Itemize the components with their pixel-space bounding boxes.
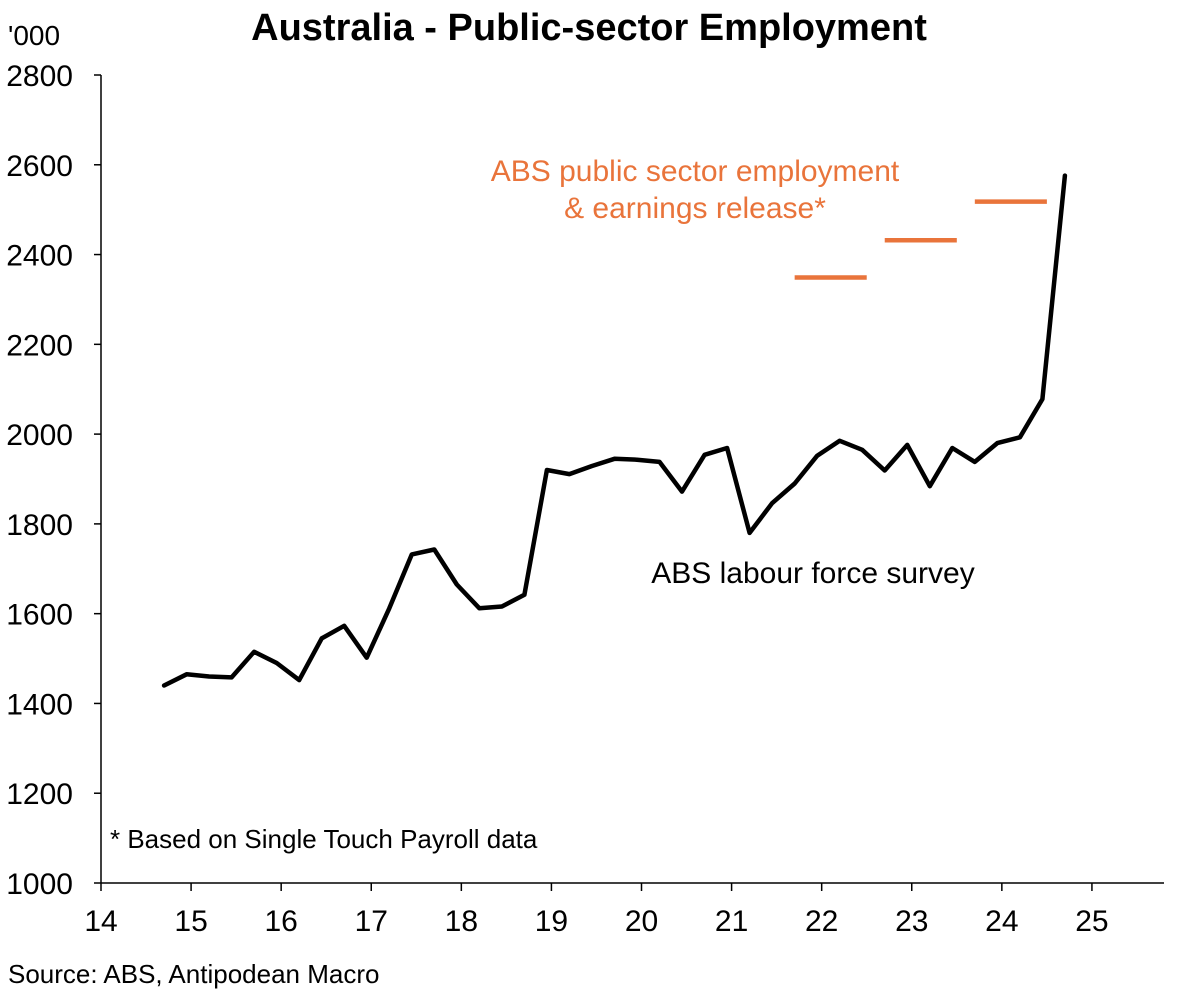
x-tick-label: 20 bbox=[625, 905, 658, 938]
series-layer bbox=[161, 173, 1068, 688]
y-tick-label: 2000 bbox=[6, 419, 73, 452]
x-tick-label: 24 bbox=[985, 905, 1018, 938]
y-tick-label: 1200 bbox=[6, 778, 73, 811]
x-tick-label: 23 bbox=[895, 905, 928, 938]
y-tick-label: 1800 bbox=[6, 509, 73, 542]
annotation-abs-labour-force-survey: ABS labour force survey bbox=[651, 557, 974, 590]
x-tick-label: 17 bbox=[355, 905, 388, 938]
series-line-labour-force-survey bbox=[161, 173, 1068, 688]
x-tick-label: 25 bbox=[1075, 905, 1108, 938]
y-tick-label: 2400 bbox=[6, 240, 73, 273]
y-tick-label: 2200 bbox=[6, 329, 73, 362]
annotation-abs-public-sector-line1: ABS public sector employment bbox=[491, 155, 900, 188]
y-unit-label: '000 bbox=[8, 20, 60, 51]
x-tick-label: 22 bbox=[805, 905, 838, 938]
y-tick-label: 2800 bbox=[6, 60, 73, 93]
x-tick-label: 15 bbox=[174, 905, 207, 938]
x-tick-label: 18 bbox=[445, 905, 478, 938]
y-tick-label: 2600 bbox=[6, 150, 73, 183]
source-note: Source: ABS, Antipodean Macro bbox=[8, 959, 379, 989]
annotation-abs-public-sector-line2: & earnings release* bbox=[564, 192, 826, 225]
x-tick-label: 21 bbox=[715, 905, 748, 938]
x-tick-label: 16 bbox=[264, 905, 297, 938]
y-tick-label: 1600 bbox=[6, 599, 73, 632]
y-tick-label: 1400 bbox=[6, 688, 73, 721]
x-tick-label: 14 bbox=[84, 905, 117, 938]
x-axis: 14 15 16 17 18 19 20 21 22 23 24 25 bbox=[84, 882, 1164, 938]
y-axis: 1000 1200 1400 1600 1800 2000 2200 2400 2600 2800 bbox=[6, 60, 102, 901]
x-tick-label: 19 bbox=[535, 905, 568, 938]
y-tick-label: 1000 bbox=[6, 868, 73, 901]
footnote: * Based on Single Touch Payroll data bbox=[110, 824, 538, 854]
chart-title: Australia - Public-sector Employment bbox=[251, 7, 927, 49]
